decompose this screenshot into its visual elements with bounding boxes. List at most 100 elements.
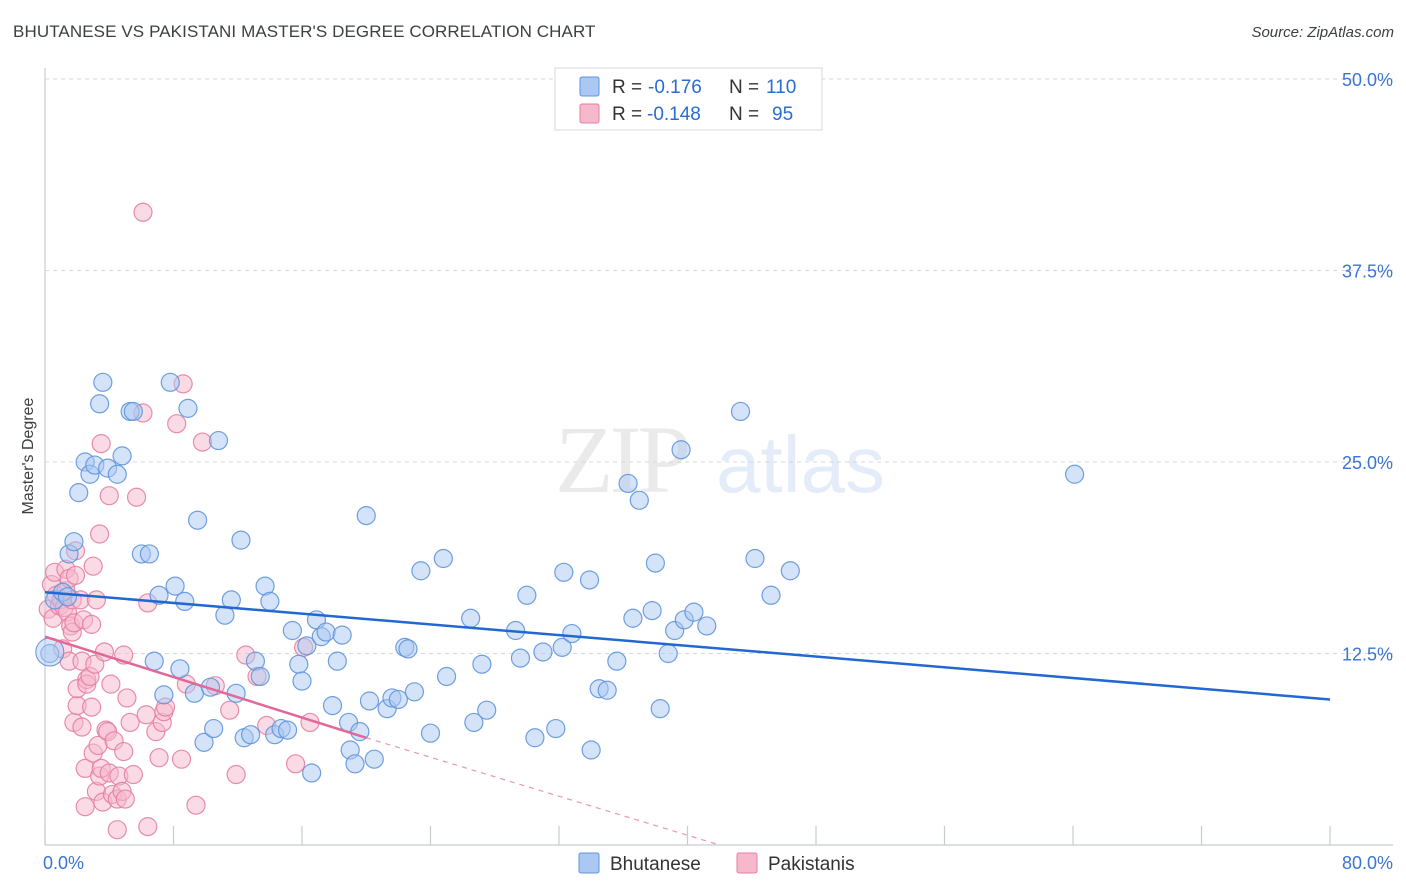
- legend-swatch-pakistani: [736, 852, 758, 874]
- data-point-bhutanese: [69, 483, 89, 503]
- data-point-bhutanese: [618, 473, 638, 494]
- data-point-pakistani: [81, 697, 102, 717]
- svg-text:ZIP: ZIP: [555, 406, 688, 513]
- data-point-pakistani: [285, 754, 306, 774]
- data-point-bhutanese: [231, 530, 251, 550]
- y-tick-label: 25.0%: [1342, 453, 1393, 473]
- data-point-bhutanese: [579, 570, 600, 590]
- pakistani-points: [38, 202, 320, 840]
- data-point-bhutanese: [154, 685, 174, 705]
- data-point-bhutanese: [178, 398, 198, 418]
- data-point-pakistani: [171, 749, 192, 769]
- data-point-pakistani: [123, 764, 143, 785]
- data-point-bhutanese: [297, 636, 317, 656]
- data-point-bhutanese: [388, 689, 408, 710]
- data-point-bhutanese: [1065, 464, 1085, 484]
- data-point-bhutanese: [517, 585, 537, 605]
- legend-swatch-bhutanese: [578, 852, 600, 874]
- data-point-pakistani: [75, 797, 95, 817]
- data-point-bhutanese: [93, 372, 113, 392]
- data-point-bhutanese: [260, 591, 280, 612]
- data-point-bhutanese: [645, 553, 665, 573]
- data-point-pakistani: [115, 789, 135, 809]
- y-tick-label: 12.5%: [1342, 645, 1393, 665]
- data-point-pakistani: [133, 202, 153, 222]
- stats-r-value-pakistani: -0.148: [647, 104, 701, 125]
- data-point-bhutanese: [187, 510, 208, 530]
- chart-source: Source: ZipAtlas.com: [1251, 24, 1394, 41]
- data-point-bhutanese: [684, 602, 704, 622]
- data-point-bhutanese: [204, 718, 224, 739]
- data-point-pakistani: [167, 414, 187, 434]
- stats-legend-swatch-pakistani: [579, 103, 600, 124]
- data-point-bhutanese: [241, 725, 261, 745]
- data-point-bhutanese: [761, 585, 781, 605]
- data-point-bhutanese: [112, 446, 132, 466]
- data-point-bhutanese: [671, 440, 691, 460]
- svg-text:R = -0.176 N =: R = -0.176 N = 110: [612, 77, 796, 98]
- data-point-pakistani: [136, 705, 156, 725]
- data-point-bhutanese: [175, 591, 195, 612]
- svg-text:R = -0.148 N =: R = -0.148 N = 95: [612, 104, 793, 125]
- data-point-pakistani: [90, 524, 110, 544]
- data-point-bhutanese: [697, 616, 717, 636]
- x-tick-label: 80.0%: [1342, 853, 1393, 873]
- data-point-pakistani: [114, 741, 134, 762]
- data-point-bhutanese: [433, 548, 453, 569]
- data-point-bhutanese: [581, 740, 601, 760]
- data-point-bhutanese: [64, 532, 84, 552]
- y-tick-label: 50.0%: [1342, 70, 1393, 90]
- data-point-bhutanese: [607, 651, 627, 671]
- legend-label-bhutanese: Bhutanese: [610, 854, 701, 875]
- data-point-bhutanese: [356, 506, 376, 526]
- data-point-pakistani: [149, 748, 169, 768]
- legend-label-pakistani: Pakistanis: [768, 854, 855, 875]
- data-point-bhutanese: [597, 680, 617, 700]
- data-point-bhutanese: [345, 754, 365, 774]
- data-point-bhutanese: [658, 643, 678, 664]
- stats-legend: R = -0.176 N = 110 R = -0.148 N = 95: [554, 67, 823, 131]
- data-point-bhutanese: [184, 683, 204, 703]
- data-point-pakistani: [99, 486, 119, 506]
- data-point-bhutanese: [292, 671, 312, 691]
- data-point-bhutanese: [404, 682, 425, 702]
- trend-lines: [44, 590, 1331, 846]
- series-legend: Bhutanese Pakistanis: [578, 852, 855, 875]
- stats-n-value-pakistani: 95: [772, 104, 793, 125]
- data-point-bhutanese: [208, 430, 229, 451]
- stats-r-value-bhutanese: -0.176: [648, 77, 702, 98]
- data-point-bhutanese: [302, 763, 322, 783]
- data-point-pakistani: [101, 674, 121, 694]
- data-point-bhutanese: [650, 699, 670, 719]
- data-point-bhutanese: [170, 659, 190, 679]
- data-point-bhutanese: [123, 401, 143, 422]
- y-tick-label: 37.5%: [1342, 262, 1393, 282]
- stats-n-value-bhutanese: 110: [766, 77, 796, 98]
- data-point-pakistani: [117, 688, 137, 708]
- watermark: ZIP atlas: [555, 406, 885, 513]
- data-point-pakistani: [81, 614, 102, 634]
- data-point-pakistani: [86, 590, 107, 610]
- data-point-bhutanese: [359, 691, 380, 711]
- x-tick-label: 0.0%: [43, 853, 84, 873]
- data-point-bhutanese: [510, 648, 531, 668]
- data-point-bhutanese: [780, 561, 800, 581]
- bhutanese-points: [35, 372, 1085, 783]
- data-point-bhutanese: [277, 720, 298, 740]
- data-point-bhutanese: [552, 637, 572, 657]
- data-point-bhutanese: [745, 548, 765, 569]
- data-point-bhutanese: [200, 677, 221, 697]
- data-point-bhutanese: [160, 372, 180, 392]
- stats-n-label: N =: [729, 104, 759, 125]
- stats-r-label: R =: [612, 77, 642, 98]
- data-point-pakistani: [226, 764, 246, 785]
- data-point-bhutanese: [525, 728, 545, 748]
- data-point-bhutanese: [477, 700, 497, 720]
- data-point-pakistani: [138, 817, 158, 837]
- data-point-pakistani: [72, 717, 92, 737]
- data-point-bhutanese: [144, 651, 164, 671]
- data-point-bhutanese: [533, 642, 553, 662]
- data-point-bhutanese: [730, 401, 751, 422]
- gridlines: [45, 78, 1393, 654]
